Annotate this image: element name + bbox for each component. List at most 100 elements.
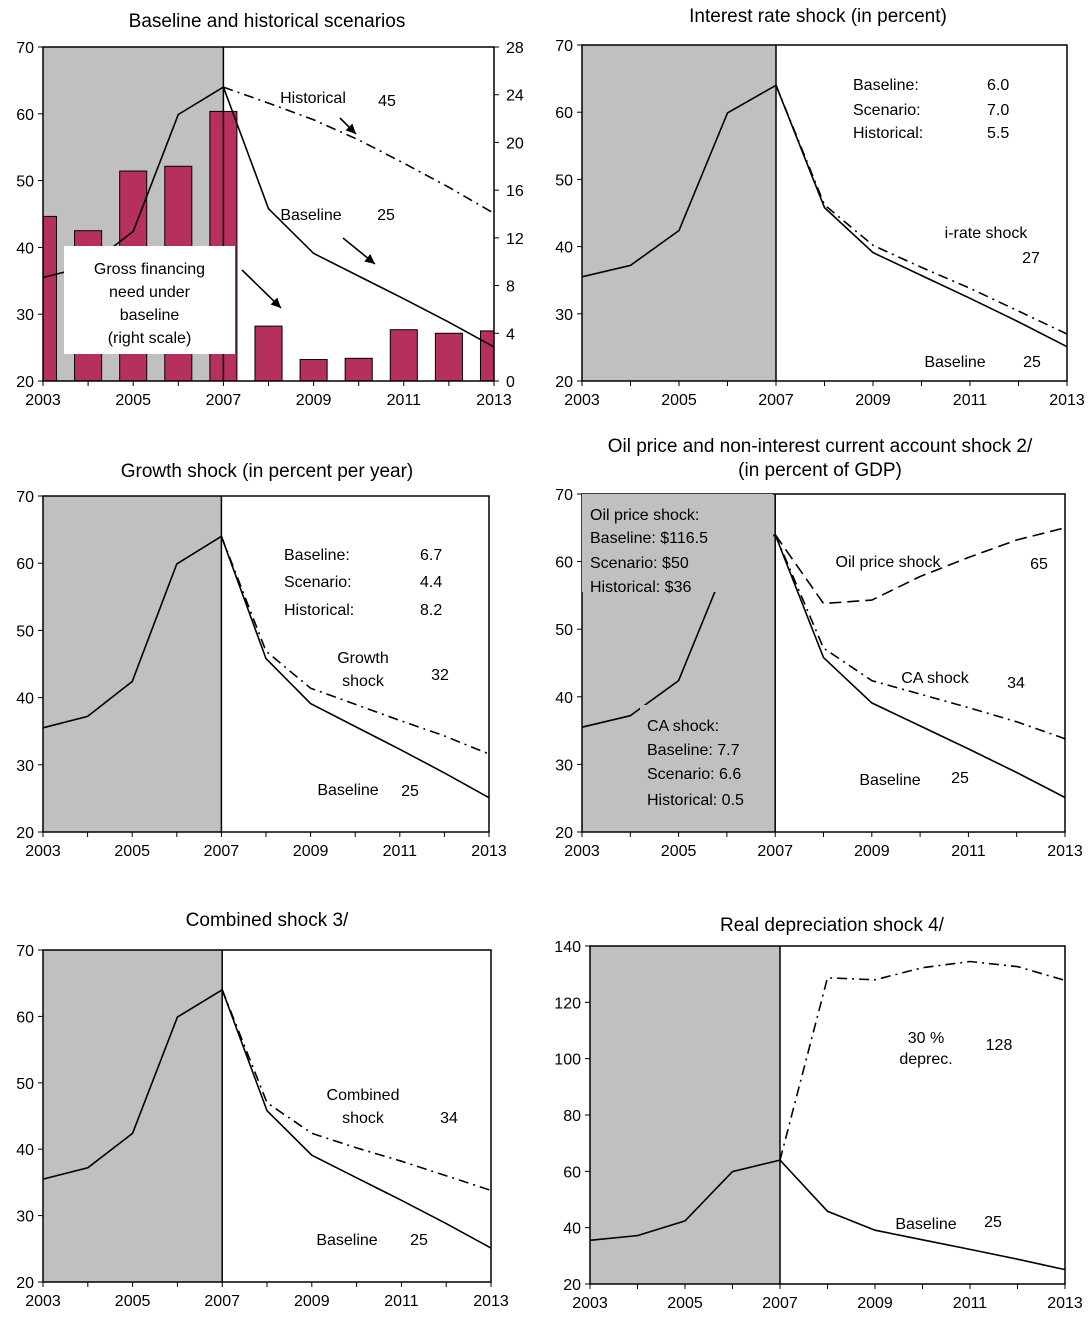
- y-tick-label: 70: [16, 943, 34, 960]
- y2-tick-label: 24: [506, 88, 524, 105]
- historical-shaded-region: [582, 45, 776, 381]
- y-tick-label: 50: [555, 622, 573, 639]
- annotation-value-ca-shock: 34: [1007, 675, 1025, 692]
- historical-shaded-region: [590, 946, 780, 1284]
- chart-panel-6: Real depreciation shock 4/20 40 60 80 100 120…: [554, 915, 1083, 1312]
- annotation-label-growth-shock: shock: [342, 673, 385, 690]
- bar-gross-financing-2012: [434, 332, 463, 382]
- annotation-value-baseline: 25: [401, 783, 419, 800]
- annotation-label-baseline: Baseline: [280, 207, 341, 224]
- series-line-growth-shock: [220, 536, 490, 755]
- annotation-label-i-rate-shock: i-rate shock: [945, 225, 1029, 242]
- series-line-baseline: [589, 1159, 1066, 1271]
- bar-gross-financing-2011: [389, 329, 418, 382]
- ca-assumption-line: CA shock:: [647, 718, 719, 735]
- y-tick-label: 140: [554, 939, 581, 956]
- y-tick-label: 60: [555, 105, 573, 122]
- y2-tick-label: 28: [506, 40, 524, 57]
- y-tick-label: 50: [555, 172, 573, 189]
- x-tick-label: 2009: [294, 1293, 330, 1310]
- y-tick-label: 40: [555, 240, 573, 257]
- x-tick-label: 2009: [854, 843, 890, 860]
- annotation-label-oil-price-shock: Oil price shock: [836, 554, 942, 571]
- y-tick-label: 40: [16, 240, 34, 257]
- annotation-value-historical: 45: [378, 93, 396, 110]
- x-tick-label: 2011: [383, 843, 418, 860]
- series-line-30-deprec: [779, 960, 1066, 1161]
- oil-assumption-line: Scenario: $50: [590, 555, 689, 572]
- x-tick-label: 2005: [115, 1293, 151, 1310]
- chart-title: Interest rate shock (in percent): [689, 6, 947, 27]
- x-tick-label: 2003: [25, 392, 61, 409]
- y-tick-label: 50: [16, 174, 34, 191]
- x-tick-label: 2013: [471, 843, 507, 860]
- chart-panel-2: Interest rate shock (in percent) 20 30 40 50…: [555, 6, 1085, 409]
- annotation-value-i-rate-shock: 27: [1022, 250, 1040, 267]
- x-tick-label: 2011: [953, 392, 988, 409]
- series-line-baseline: [581, 533, 1066, 799]
- chart-subtitle: (in percent of GDP): [738, 460, 902, 481]
- x-tick-label: 2005: [661, 392, 697, 409]
- x-tick-label: 2007: [204, 843, 240, 860]
- oil-assumption-line: Oil price shock:: [590, 507, 699, 524]
- info-value: 7.0: [987, 102, 1009, 119]
- bar-label-line: need under: [109, 284, 191, 301]
- x-tick-label: 2003: [25, 1293, 61, 1310]
- y-tick-label: 100: [554, 1052, 581, 1069]
- y-tick-label: 60: [16, 556, 34, 573]
- annotation-value-30-deprec: 128: [986, 1037, 1013, 1054]
- y2-tick-label: 8: [506, 279, 515, 296]
- annotation-value-baseline: 25: [1023, 354, 1041, 371]
- x-tick-label: 2013: [1047, 843, 1083, 860]
- info-value: 5.5: [987, 125, 1009, 142]
- info-label: Baseline:: [284, 547, 350, 564]
- y-tick-label: 60: [563, 1164, 581, 1181]
- series-line-baseline: [42, 988, 492, 1249]
- annotation-value-oil-price-shock: 65: [1030, 556, 1048, 573]
- series-line-oil-price-shock: [774, 527, 1066, 605]
- bar-gross-financing-2010: [344, 357, 373, 382]
- x-tick-label: 2013: [476, 392, 512, 409]
- chart-title: Combined shock 3/: [186, 910, 349, 931]
- annotation-value-baseline: 25: [410, 1232, 428, 1249]
- info-value: 8.2: [420, 602, 442, 619]
- info-label: Historical:: [853, 125, 923, 142]
- chart-panel-1: Baseline and historical scenarios 0 4 8 12 16…: [16, 11, 524, 409]
- chart-panel-5: Combined shock 3/20 30 40 50 60 70 2003 2005 200…: [16, 910, 509, 1310]
- annotation-label-baseline: Baseline: [859, 772, 920, 789]
- bar-label-box: [64, 246, 235, 354]
- bar-gross-financing-2008: [254, 325, 283, 382]
- y2-tick-label: 12: [506, 231, 524, 248]
- x-tick-label: 2003: [564, 392, 600, 409]
- arrow-head-icon: [364, 254, 375, 264]
- info-value: 4.4: [420, 574, 442, 591]
- annotation-label-combined-shock: shock: [342, 1110, 385, 1127]
- chart-panel-4: Oil price and non-interest current accou…: [555, 436, 1083, 860]
- x-tick-label: 2007: [762, 1295, 798, 1312]
- y-tick-label: 60: [555, 555, 573, 572]
- x-tick-label: 2005: [661, 843, 697, 860]
- y-tick-label: 20: [555, 825, 573, 842]
- y-tick-label: 20: [563, 1277, 581, 1294]
- annotation-value-baseline: 25: [951, 770, 969, 787]
- y-tick-label: 120: [554, 995, 581, 1012]
- chart-title: Baseline and historical scenarios: [129, 11, 406, 32]
- y-tick-label: 40: [563, 1221, 581, 1238]
- annotation-label-baseline: Baseline: [924, 354, 985, 371]
- annotation-label-ca-shock: CA shock: [901, 670, 970, 687]
- x-tick-label: 2003: [564, 843, 600, 860]
- bar-label-line: Gross financing: [94, 261, 205, 278]
- y-tick-label: 40: [16, 691, 34, 708]
- info-label: Baseline:: [853, 77, 919, 94]
- bar-gross-financing-2013: [479, 330, 495, 382]
- x-tick-label: 2007: [758, 392, 794, 409]
- series-line-ca-shock: [774, 534, 1066, 740]
- x-tick-label: 2011: [387, 392, 422, 409]
- oil-assumption-line: Historical: $36: [590, 579, 691, 596]
- x-tick-label: 2013: [1047, 1295, 1083, 1312]
- x-tick-label: 2009: [857, 1295, 893, 1312]
- chart-title: Oil price and non-interest current accou…: [608, 436, 1033, 457]
- x-tick-label: 2009: [293, 843, 329, 860]
- info-value: 6.7: [420, 547, 442, 564]
